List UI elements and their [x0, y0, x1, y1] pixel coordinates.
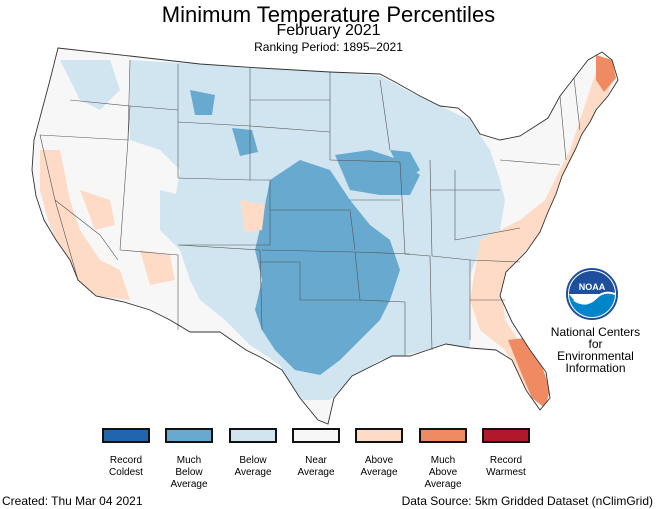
noaa-logo: NOAA — [566, 268, 618, 320]
ranking-period: Ranking Period: 1895–2021 — [254, 40, 403, 54]
state-boundaries — [39, 59, 581, 356]
legend-swatch-near — [292, 428, 340, 443]
created-date: Created: Thu Mar 04 2021 — [2, 494, 143, 508]
legend-label-much-above: Much Above Average — [424, 455, 462, 490]
data-source: Data Source: 5km Gridded Dataset (nClimG… — [401, 494, 653, 508]
map-title: Minimum Temperature Percentiles — [161, 2, 496, 27]
legend-swatch-record-coldest — [102, 428, 150, 443]
ncei-line-1: National Centers for — [550, 325, 641, 351]
legend-label-below: Below Average — [234, 455, 272, 478]
legend-label-record-coldest: Record Coldest — [109, 455, 143, 478]
legend-swatch-much-below — [165, 428, 213, 443]
legend-swatch-record-warmest — [482, 428, 530, 443]
legend-label-near: Near Average — [297, 455, 335, 478]
ncei-line-3: Information — [565, 361, 626, 375]
legend-swatch-above — [355, 428, 403, 443]
ncei-line-2: Environmental — [557, 349, 634, 363]
legend-label-above: Above Average — [360, 455, 398, 478]
map-subtitle: February 2021 — [276, 22, 381, 39]
much-below-average-regions — [190, 90, 420, 375]
legend-label-record-warmest: Record Warmest — [486, 455, 526, 478]
ncei-label: National Centers for Environmental Infor… — [548, 326, 643, 374]
much-above-average-regions — [508, 55, 616, 408]
legend-swatch-below — [229, 428, 277, 443]
legend-label-much-below: Much Below Average — [170, 455, 208, 490]
noaa-logo-text: NOAA — [579, 282, 606, 292]
legend-swatch-much-above — [419, 428, 467, 443]
